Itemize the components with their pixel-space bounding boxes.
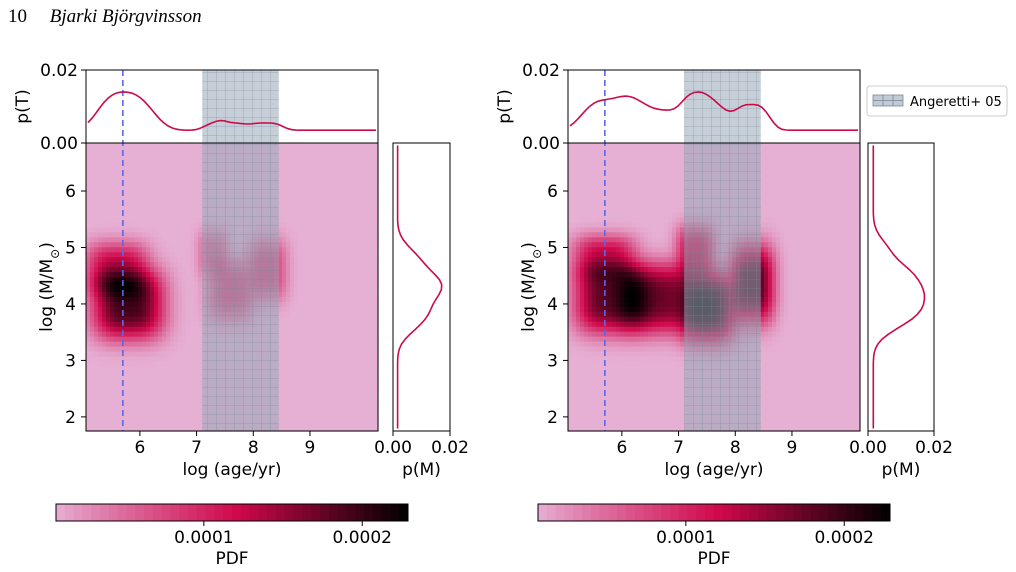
legend: Angeretti+ 05 bbox=[866, 85, 1008, 117]
y-tick-label: 5 bbox=[547, 238, 558, 258]
right-panel-frame bbox=[392, 142, 451, 432]
top-panel-label: p(T) bbox=[495, 89, 515, 123]
main-axes bbox=[567, 142, 861, 432]
colorbar-tick-label: 0.0002 bbox=[332, 528, 391, 548]
x-tick-label: 7 bbox=[191, 438, 202, 458]
p-m-curve bbox=[396, 145, 443, 429]
y-tick-label: 4 bbox=[547, 295, 558, 315]
y-axis-label: log (M/M⊙) bbox=[37, 242, 62, 332]
colorbar: 0.0001 0.0002 PDF bbox=[55, 503, 409, 569]
page-number: 10 bbox=[8, 6, 27, 27]
y-axis-label: log (M/M⊙) bbox=[519, 242, 544, 332]
y-tick-label: 5 bbox=[65, 238, 76, 258]
right-tick-label: 0.02 bbox=[431, 438, 469, 458]
colorbar-label: PDF bbox=[215, 549, 248, 569]
top-tick-label: 0.00 bbox=[522, 134, 560, 154]
y-tick-label: 2 bbox=[547, 408, 558, 428]
colorbar-tick-label: 0.0001 bbox=[656, 528, 715, 548]
p-t-curve bbox=[569, 91, 858, 131]
colorbar-tick-label: 0.0001 bbox=[174, 528, 233, 548]
x-tick-label: 7 bbox=[673, 438, 684, 458]
x-tick-label: 8 bbox=[730, 438, 741, 458]
p-m-curve bbox=[872, 145, 926, 429]
y-tick-label: 6 bbox=[547, 182, 558, 202]
right-panel-label: p(M) bbox=[402, 460, 441, 480]
top-tick-label: 0.02 bbox=[40, 61, 78, 81]
page-header: 10 Bjarki Björgvinsson bbox=[8, 6, 202, 28]
x-tick-label: 6 bbox=[616, 438, 627, 458]
right-tick-label: 0.02 bbox=[915, 438, 953, 458]
p-t-curve bbox=[87, 91, 376, 132]
band-hatch bbox=[202, 70, 279, 431]
top-panel-frame bbox=[86, 69, 379, 143]
band-hatch bbox=[684, 70, 761, 431]
x-tick-label: 6 bbox=[134, 438, 145, 458]
x-tick-label: 9 bbox=[305, 438, 316, 458]
main-axes bbox=[85, 142, 379, 432]
top-tick-label: 0.00 bbox=[40, 134, 78, 154]
y-tick-label: 3 bbox=[547, 351, 558, 371]
legend-label: Angeretti+ 05 bbox=[910, 95, 1002, 110]
colorbar-label: PDF bbox=[697, 549, 730, 569]
right-panel-label: p(M) bbox=[882, 460, 921, 480]
colorbar-tick-label: 0.0002 bbox=[814, 528, 873, 548]
y-tick-label: 3 bbox=[65, 351, 76, 371]
author-name: Bjarki Björgvinsson bbox=[49, 6, 202, 27]
legend-box bbox=[866, 85, 1008, 117]
colorbar-frame bbox=[55, 503, 409, 522]
x-axis-label: log (age/yr) bbox=[182, 460, 281, 480]
y-tick-label: 6 bbox=[65, 182, 76, 202]
x-axis-label: log (age/yr) bbox=[664, 460, 763, 480]
colorbar: 0.0001 0.0002 PDF bbox=[537, 503, 891, 569]
x-tick-label: 8 bbox=[248, 438, 259, 458]
legend-hatch bbox=[873, 95, 903, 106]
right-panel-frame bbox=[867, 142, 935, 432]
top-tick-label: 0.02 bbox=[522, 61, 560, 81]
right-tick-label: 0.00 bbox=[849, 438, 887, 458]
top-panel-frame bbox=[568, 69, 861, 143]
y-tick-label: 4 bbox=[65, 295, 76, 315]
right-tick-label: 0.00 bbox=[374, 438, 412, 458]
y-tick-label: 2 bbox=[65, 408, 76, 428]
x-tick-label: 9 bbox=[787, 438, 798, 458]
colorbar-frame bbox=[537, 503, 891, 522]
top-panel-label: p(T) bbox=[13, 89, 33, 123]
